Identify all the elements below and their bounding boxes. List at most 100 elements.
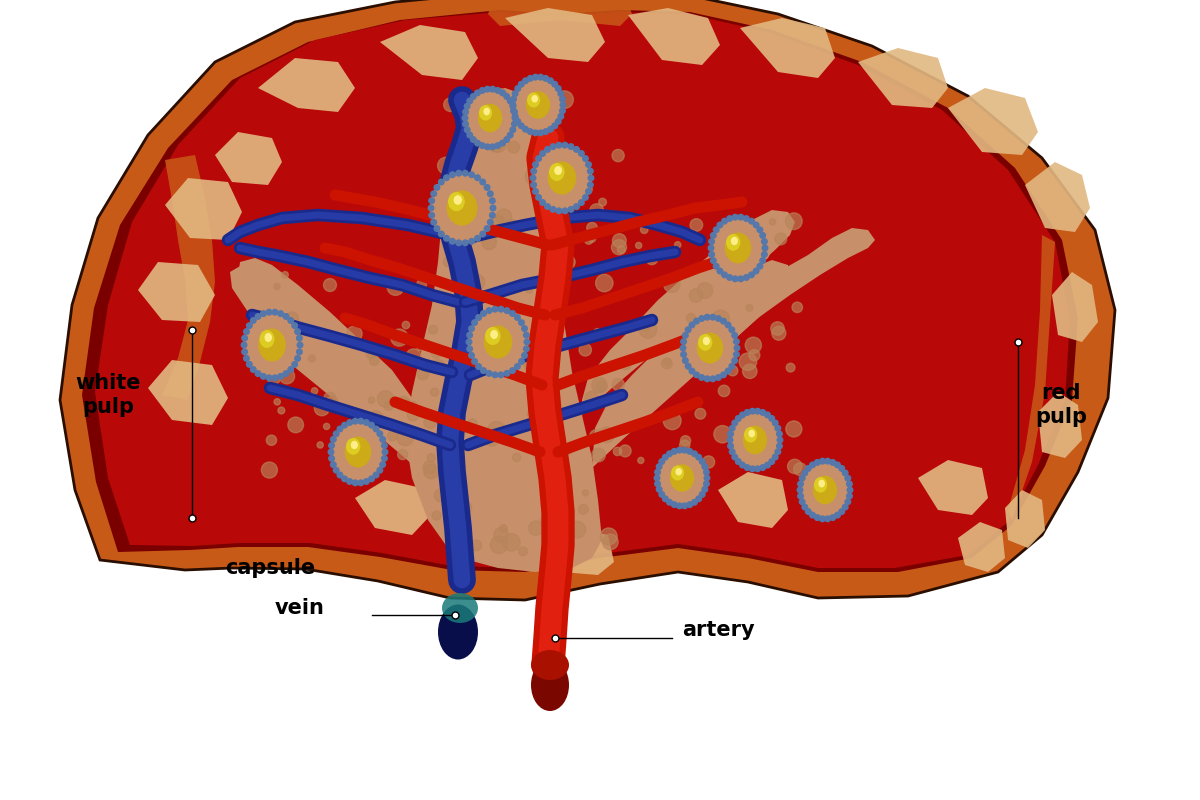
Circle shape (839, 509, 845, 514)
Circle shape (695, 408, 706, 419)
Circle shape (353, 418, 358, 424)
Circle shape (265, 358, 277, 370)
Circle shape (578, 505, 588, 514)
Circle shape (311, 388, 318, 394)
Ellipse shape (656, 449, 708, 507)
Circle shape (584, 186, 593, 194)
Circle shape (592, 448, 605, 462)
Polygon shape (602, 210, 796, 375)
Circle shape (760, 233, 766, 238)
Polygon shape (505, 8, 605, 62)
Circle shape (686, 314, 696, 322)
Circle shape (749, 272, 755, 278)
Circle shape (472, 320, 478, 326)
Circle shape (683, 333, 688, 338)
Circle shape (523, 281, 532, 290)
Circle shape (760, 258, 766, 263)
Circle shape (797, 487, 803, 493)
Circle shape (776, 431, 782, 437)
Circle shape (799, 499, 805, 505)
Circle shape (545, 499, 557, 511)
Circle shape (674, 242, 680, 248)
Ellipse shape (344, 437, 371, 467)
Circle shape (431, 359, 445, 374)
Ellipse shape (799, 460, 851, 520)
Circle shape (656, 486, 662, 492)
Circle shape (481, 368, 486, 374)
Circle shape (682, 447, 688, 453)
Circle shape (540, 159, 547, 167)
Circle shape (830, 514, 835, 520)
Circle shape (760, 465, 766, 470)
Circle shape (540, 518, 547, 525)
Ellipse shape (532, 95, 538, 102)
Circle shape (583, 194, 588, 200)
Circle shape (752, 447, 770, 466)
Circle shape (296, 335, 302, 341)
Circle shape (642, 323, 649, 331)
Circle shape (330, 462, 336, 467)
Circle shape (533, 189, 539, 194)
Circle shape (475, 235, 480, 241)
Circle shape (541, 90, 548, 98)
Circle shape (776, 443, 782, 449)
Circle shape (845, 475, 851, 481)
Circle shape (680, 352, 686, 358)
Circle shape (396, 396, 410, 410)
Circle shape (613, 447, 622, 456)
Circle shape (463, 109, 468, 114)
Circle shape (540, 200, 545, 206)
Circle shape (587, 222, 598, 233)
Circle shape (689, 368, 695, 374)
Circle shape (745, 337, 762, 354)
Ellipse shape (697, 333, 724, 363)
Ellipse shape (676, 468, 682, 475)
Circle shape (364, 420, 370, 426)
Circle shape (556, 118, 562, 124)
Ellipse shape (671, 466, 684, 481)
Circle shape (732, 333, 738, 338)
Polygon shape (1006, 490, 1045, 548)
Circle shape (278, 407, 284, 414)
Circle shape (492, 306, 498, 312)
Polygon shape (95, 12, 1070, 568)
Ellipse shape (730, 410, 781, 470)
Circle shape (646, 253, 658, 265)
Circle shape (510, 103, 516, 109)
Circle shape (444, 175, 449, 181)
Circle shape (589, 430, 604, 444)
Circle shape (486, 370, 492, 376)
Circle shape (518, 547, 528, 556)
Circle shape (473, 318, 482, 327)
Ellipse shape (526, 91, 550, 118)
Polygon shape (238, 258, 418, 438)
Circle shape (523, 346, 529, 352)
Circle shape (559, 108, 565, 114)
Circle shape (786, 421, 802, 437)
Circle shape (682, 503, 688, 509)
Circle shape (462, 170, 468, 176)
Circle shape (612, 378, 624, 390)
Ellipse shape (464, 88, 516, 148)
Circle shape (380, 437, 385, 442)
Circle shape (524, 364, 530, 370)
Circle shape (727, 366, 738, 376)
Ellipse shape (698, 334, 713, 350)
Circle shape (485, 226, 490, 231)
Circle shape (523, 332, 529, 338)
Polygon shape (592, 260, 792, 468)
Ellipse shape (812, 476, 838, 504)
Circle shape (672, 502, 677, 507)
Circle shape (526, 287, 533, 294)
Circle shape (274, 398, 281, 405)
Circle shape (334, 467, 338, 473)
Circle shape (709, 252, 714, 258)
Circle shape (563, 208, 568, 214)
Circle shape (347, 420, 353, 426)
Circle shape (445, 416, 461, 431)
Circle shape (504, 308, 510, 314)
Circle shape (760, 410, 766, 415)
Circle shape (556, 208, 562, 214)
Circle shape (475, 140, 480, 146)
Ellipse shape (554, 166, 562, 175)
